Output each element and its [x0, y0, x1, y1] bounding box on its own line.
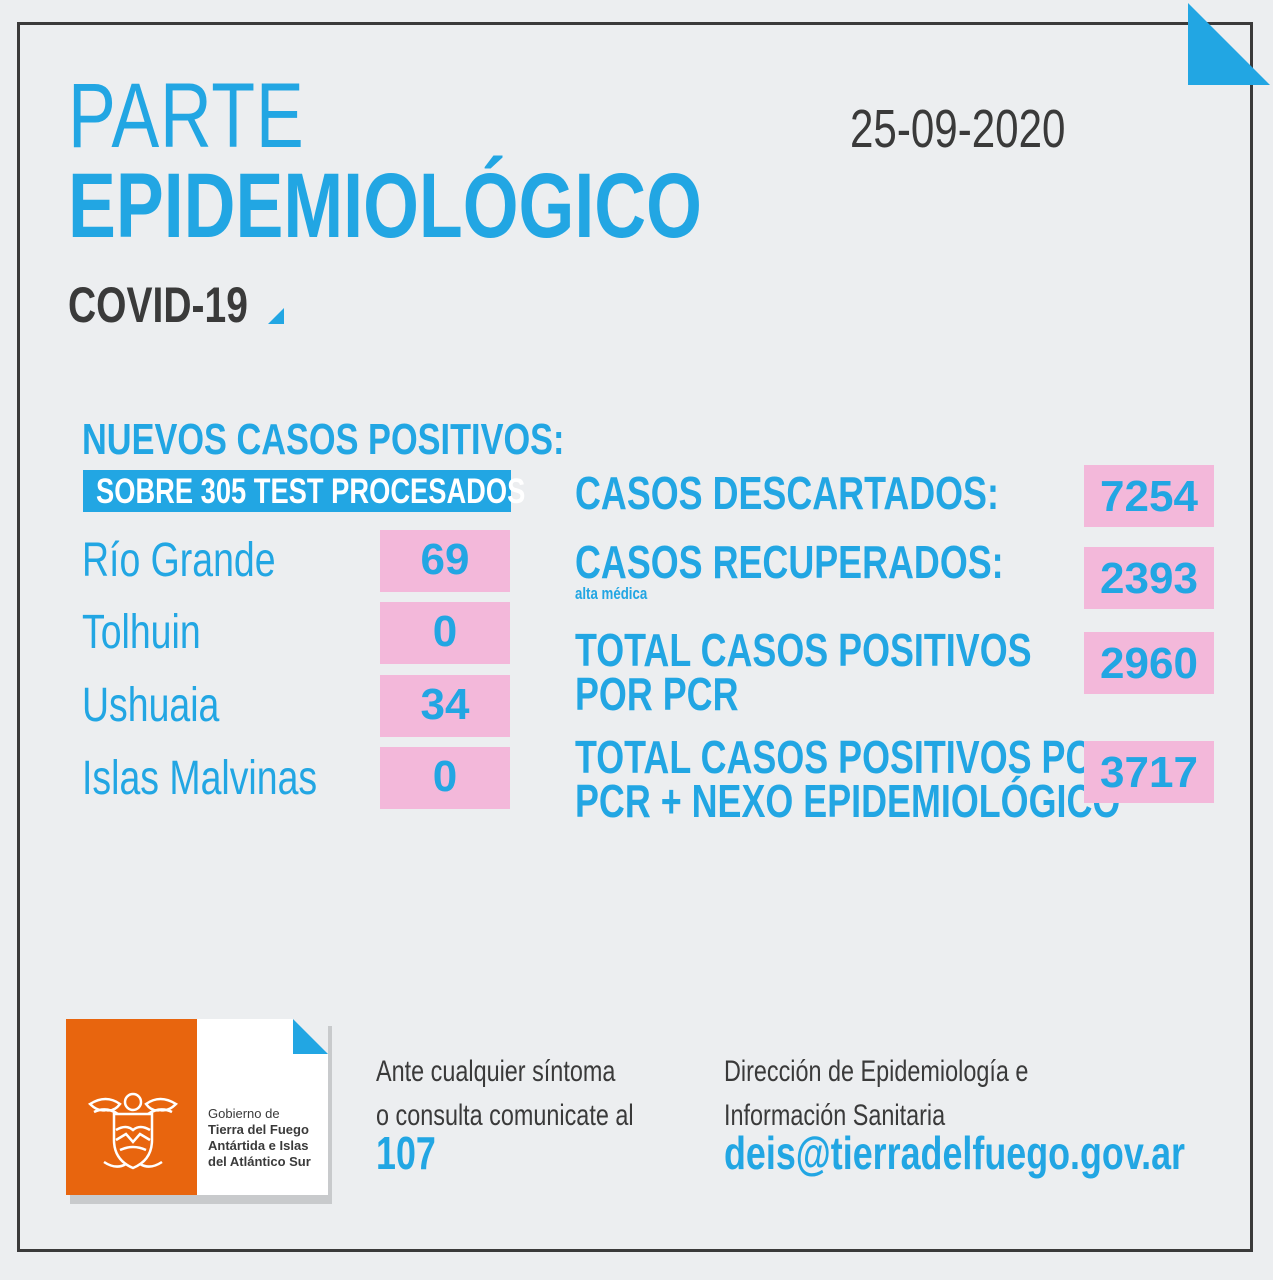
nexo-label: TOTAL CASOS POSITIVOS POR PCR + NEXO EPI…: [575, 731, 1121, 827]
contact-text: Ante cualquier síntoma o consulta comuni…: [376, 1055, 634, 1132]
title-line-2: EPIDEMIOLÓGICO: [68, 155, 702, 257]
pcr-label: TOTAL CASOS POSITIVOS POR PCR: [575, 624, 1032, 720]
city-value-rio-grande: 69: [420, 535, 470, 584]
descartados-label: CASOS DESCARTADOS:: [575, 467, 999, 519]
city-name-rio-grande: Río Grande: [82, 534, 276, 587]
report-date: 25-09-2020: [850, 99, 1066, 159]
city-value-islas-malvinas: 0: [432, 752, 458, 801]
nexo-value-box: 3717: [1084, 741, 1214, 803]
logo-text: Gobierno de Tierra del Fuego Antártida e…: [208, 1106, 311, 1169]
phone-number[interactable]: 107: [376, 1127, 436, 1179]
page-frame: [17, 22, 1253, 1252]
descartados-value: 7254: [1100, 472, 1198, 521]
city-name-tolhuin: Tolhuin: [82, 606, 201, 659]
pcr-value-box: 2960: [1084, 632, 1214, 694]
logo-orange-panel: [66, 1019, 197, 1195]
descartados-value-box: 7254: [1084, 465, 1214, 527]
city-value-tolhuin: 0: [432, 607, 458, 656]
contact-email-link[interactable]: deis@tierradelfuego.gov.ar: [724, 1127, 1186, 1179]
nexo-value: 3717: [1100, 748, 1198, 797]
logo-fold-icon: [293, 1019, 328, 1054]
recuperados-value-box: 2393: [1084, 547, 1214, 609]
corner-fold-icon: [1188, 3, 1270, 85]
recuperados-sublabel: alta médica: [575, 584, 648, 603]
title-line-1: PARTE: [68, 65, 305, 167]
tests-note-banner: [83, 470, 511, 512]
city-name-ushuaia: Ushuaia: [82, 679, 220, 732]
city-value-box-ushuaia: 34: [380, 675, 510, 737]
city-name-islas-malvinas: Islas Malvinas: [82, 752, 318, 805]
covid-subtitle: COVID-19: [68, 277, 248, 333]
recuperados-value: 2393: [1100, 554, 1198, 603]
tests-note: SOBRE 305 TEST PROCESADOS: [96, 472, 526, 511]
new-cases-title: NUEVOS CASOS POSITIVOS:: [82, 415, 565, 464]
triangle-marker-icon: [268, 308, 284, 324]
department-text: Dirección de Epidemiología e Información…: [724, 1055, 1029, 1132]
city-value-box-rio-grande: 69: [380, 530, 510, 592]
coat-of-arms-icon: [88, 1092, 178, 1170]
pcr-value: 2960: [1100, 639, 1198, 688]
recuperados-label: CASOS RECUPERADOS:: [575, 536, 1004, 588]
city-value-box-tolhuin: 0: [380, 602, 510, 664]
city-value-box-islas-malvinas: 0: [380, 747, 510, 809]
city-value-ushuaia: 34: [420, 680, 470, 729]
